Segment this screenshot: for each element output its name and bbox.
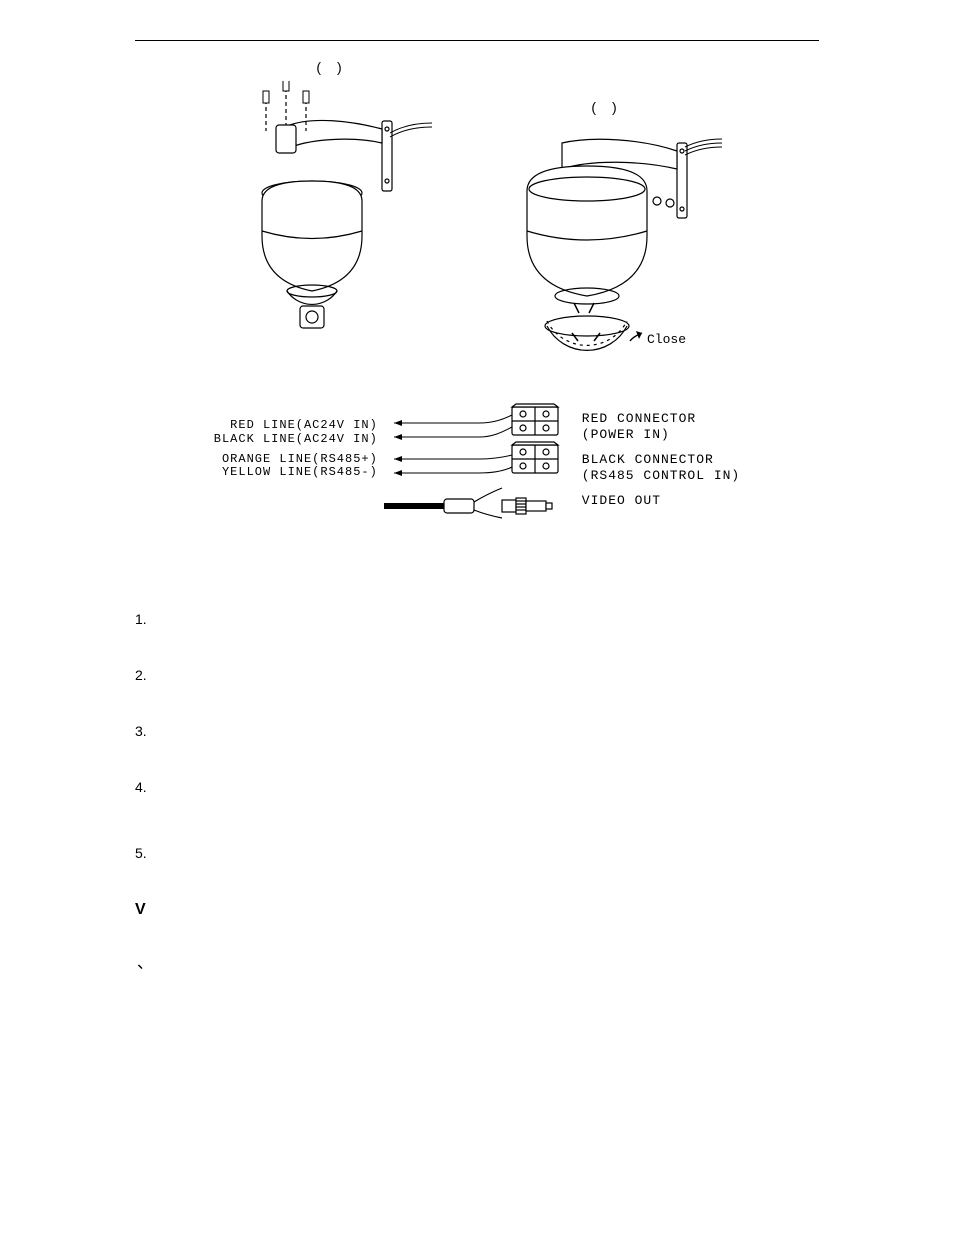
black-connector-label: BLACK CONNECTOR <box>582 452 714 468</box>
wire-red-label: RED LINE(AC24V IN) <box>230 419 378 433</box>
paren-open: ( <box>316 59 327 75</box>
list-item: 5. <box>135 845 819 861</box>
paren-open: ( <box>591 99 602 115</box>
list-item: 3. <box>135 723 819 739</box>
figure-left-caption: ( ) <box>316 59 347 75</box>
list-item: 2. <box>135 667 819 683</box>
wiring-diagram-row: RED LINE(AC24V IN) BLACK LINE(AC24V IN) … <box>135 401 819 541</box>
list-item: 1. <box>135 611 819 627</box>
header-rule <box>135 40 819 41</box>
dome-bracket-diagram <box>232 81 432 341</box>
paren-close: ) <box>612 99 623 115</box>
wire-orange-label: ORANGE LINE(RS485+) <box>222 453 378 467</box>
red-connector-label: RED CONNECTOR <box>582 411 696 427</box>
rs485-ctrl-in-label: (RS485 CONTROL IN) <box>582 468 740 484</box>
figures-row: ( ) <box>135 59 819 371</box>
wire-black-label: BLACK LINE(AC24V IN) <box>214 433 378 447</box>
list-item: 4. <box>135 779 819 795</box>
figure-right: ( ) <box>492 59 722 371</box>
wire-yellow-label: YELLOW LINE(RS485-) <box>222 466 378 480</box>
wiring-svg <box>384 401 574 541</box>
paren-close: ) <box>337 59 348 75</box>
list-number-3: 3. <box>135 723 165 739</box>
dome-assembled-diagram: Close <box>492 121 722 371</box>
section-roman-v: V <box>135 901 819 919</box>
power-in-label: (POWER IN) <box>582 427 670 443</box>
punctuation-mark: 、 <box>135 949 819 973</box>
list-number-1: 1. <box>135 611 165 627</box>
wiring-right-labels: RED CONNECTOR (POWER IN) BLACK CONNECTOR… <box>574 401 740 541</box>
close-label: Close <box>647 332 686 347</box>
list-number-2: 2. <box>135 667 165 683</box>
video-out-label: VIDEO OUT <box>582 493 661 509</box>
list-number-4: 4. <box>135 779 165 795</box>
figure-right-caption: ( ) <box>591 99 622 115</box>
wiring-left-labels: RED LINE(AC24V IN) BLACK LINE(AC24V IN) … <box>214 401 384 541</box>
numbered-list: 1. 2. 3. 4. 5. <box>135 611 819 861</box>
figure-left: ( ) <box>232 59 432 341</box>
list-number-5: 5. <box>135 845 165 861</box>
